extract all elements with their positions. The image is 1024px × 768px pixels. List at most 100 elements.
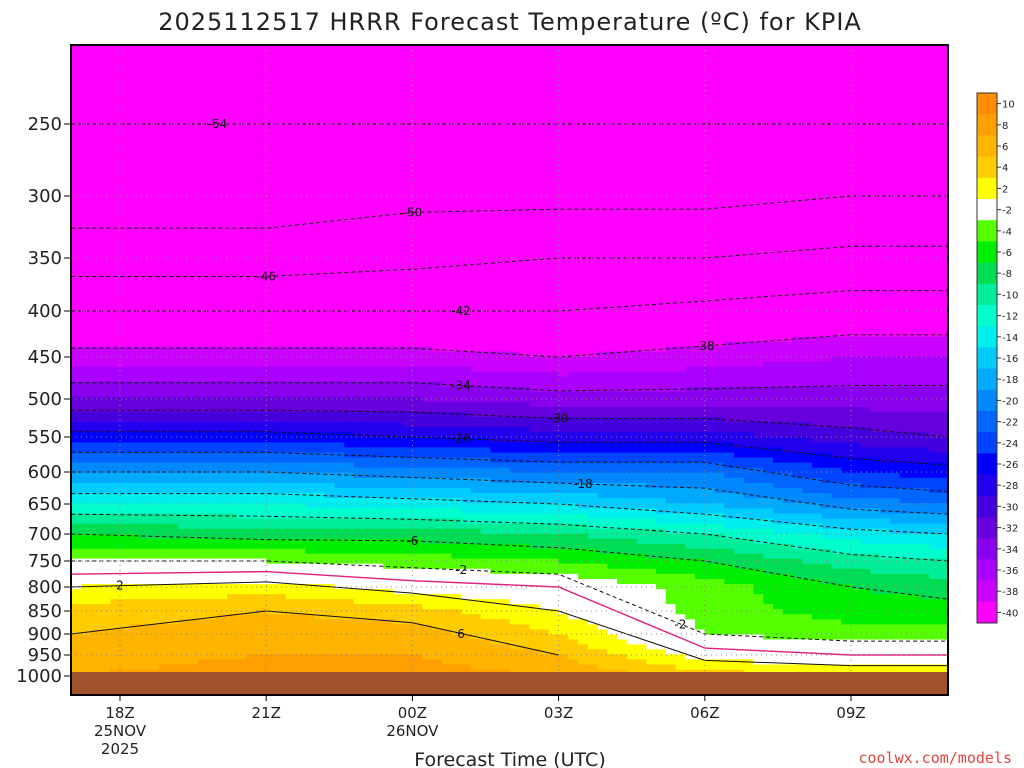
temperature-cell bbox=[802, 236, 813, 243]
temperature-cell bbox=[71, 236, 82, 243]
temperature-cell bbox=[656, 60, 667, 67]
temperature-cell bbox=[568, 261, 579, 268]
temperature-cell bbox=[714, 120, 725, 127]
temperature-cell bbox=[188, 36, 198, 42]
temperature-cell bbox=[928, 60, 940, 67]
temperature-cell bbox=[656, 175, 667, 182]
temperature-cell bbox=[587, 115, 599, 122]
temperature-cell bbox=[480, 286, 491, 293]
temperature-cell bbox=[236, 60, 248, 67]
temperature-cell bbox=[753, 246, 764, 253]
temperature-cell bbox=[860, 261, 872, 268]
temperature-cell bbox=[451, 185, 462, 192]
temperature-cell bbox=[724, 297, 735, 303]
temperature-cell bbox=[529, 45, 540, 52]
temperature-cell bbox=[402, 155, 413, 162]
temperature-cell bbox=[753, 266, 764, 273]
temperature-cell bbox=[246, 241, 258, 248]
temperature-cell bbox=[714, 286, 725, 293]
temperature-cell bbox=[851, 55, 862, 62]
temperature-cell bbox=[607, 216, 618, 222]
temperature-cell bbox=[393, 36, 403, 42]
temperature-cell bbox=[792, 286, 803, 293]
temperature-cell bbox=[860, 281, 872, 288]
temperature-cell bbox=[509, 200, 521, 207]
temperature-cell bbox=[743, 286, 755, 293]
temperature-cell bbox=[324, 205, 336, 212]
temperature-cell bbox=[275, 276, 287, 283]
temperature-cell bbox=[919, 251, 930, 258]
temperature-cell bbox=[470, 75, 482, 82]
temperature-cell bbox=[724, 216, 735, 222]
temperature-cell bbox=[470, 241, 482, 248]
temperature-cell bbox=[353, 261, 365, 268]
temperature-cell bbox=[178, 170, 189, 177]
temperature-cell bbox=[120, 125, 131, 132]
temperature-cell bbox=[120, 31, 130, 37]
temperature-cell bbox=[773, 236, 784, 243]
temperature-cell bbox=[558, 185, 569, 192]
temperature-cell bbox=[899, 226, 911, 232]
temperature-cell bbox=[90, 271, 102, 278]
temperature-cell bbox=[509, 105, 521, 112]
temperature-cell bbox=[383, 80, 394, 87]
temperature-cell bbox=[285, 105, 297, 112]
temperature-cell bbox=[520, 36, 530, 42]
temperature-cell bbox=[763, 130, 774, 137]
temperature-cell bbox=[734, 140, 745, 147]
temperature-cell bbox=[763, 145, 774, 152]
temperature-cell bbox=[889, 231, 901, 238]
temperature-cell bbox=[704, 155, 716, 162]
temperature-cell bbox=[548, 45, 560, 52]
temperature-cell bbox=[158, 80, 170, 87]
temperature-cell bbox=[568, 241, 579, 248]
temperature-cell bbox=[509, 55, 521, 62]
temperature-cell bbox=[812, 80, 823, 87]
temperature-cell bbox=[295, 36, 305, 42]
temperature-cell bbox=[734, 297, 745, 303]
temperature-cell bbox=[353, 241, 365, 248]
temperature-cell bbox=[441, 175, 452, 182]
temperature-cell bbox=[353, 221, 365, 227]
temperature-cell bbox=[568, 110, 579, 117]
temperature-cell bbox=[841, 50, 852, 57]
temperature-cell bbox=[490, 165, 501, 172]
temperature-cell bbox=[870, 231, 881, 238]
temperature-cell bbox=[919, 256, 930, 263]
temperature-cell bbox=[665, 60, 677, 67]
temperature-cell bbox=[461, 226, 472, 232]
temperature-cell bbox=[422, 256, 433, 263]
temperature-cell bbox=[129, 185, 141, 192]
temperature-cell bbox=[519, 60, 530, 67]
temperature-cell bbox=[295, 90, 306, 97]
temperature-cell bbox=[539, 110, 550, 117]
temperature-cell bbox=[217, 140, 228, 147]
temperature-cell bbox=[344, 236, 355, 243]
temperature-cell bbox=[851, 70, 862, 77]
temperature-cell bbox=[665, 120, 677, 127]
temperature-cell bbox=[724, 170, 735, 177]
temperature-cell bbox=[431, 165, 443, 172]
temperature-cell bbox=[587, 246, 599, 253]
temperature-cell bbox=[578, 251, 589, 258]
temperature-cell bbox=[753, 70, 764, 77]
temperature-cell bbox=[782, 256, 794, 263]
temperature-cell bbox=[802, 231, 813, 238]
temperature-cell bbox=[71, 302, 82, 308]
temperature-cell bbox=[587, 155, 599, 162]
temperature-cell bbox=[841, 251, 852, 258]
temperature-cell bbox=[626, 266, 638, 273]
temperature-cell bbox=[802, 70, 813, 77]
temperature-cell bbox=[334, 291, 345, 298]
temperature-cell bbox=[675, 231, 686, 238]
temperature-cell bbox=[919, 190, 930, 197]
temperature-cell bbox=[919, 70, 930, 77]
temperature-cell bbox=[334, 130, 345, 137]
temperature-cell bbox=[880, 90, 891, 97]
temperature-cell bbox=[256, 246, 267, 253]
temperature-cell bbox=[363, 160, 375, 167]
temperature-cell bbox=[500, 200, 511, 207]
temperature-cell bbox=[802, 95, 813, 102]
temperature-cell bbox=[149, 226, 160, 232]
temperature-cell bbox=[236, 55, 248, 62]
